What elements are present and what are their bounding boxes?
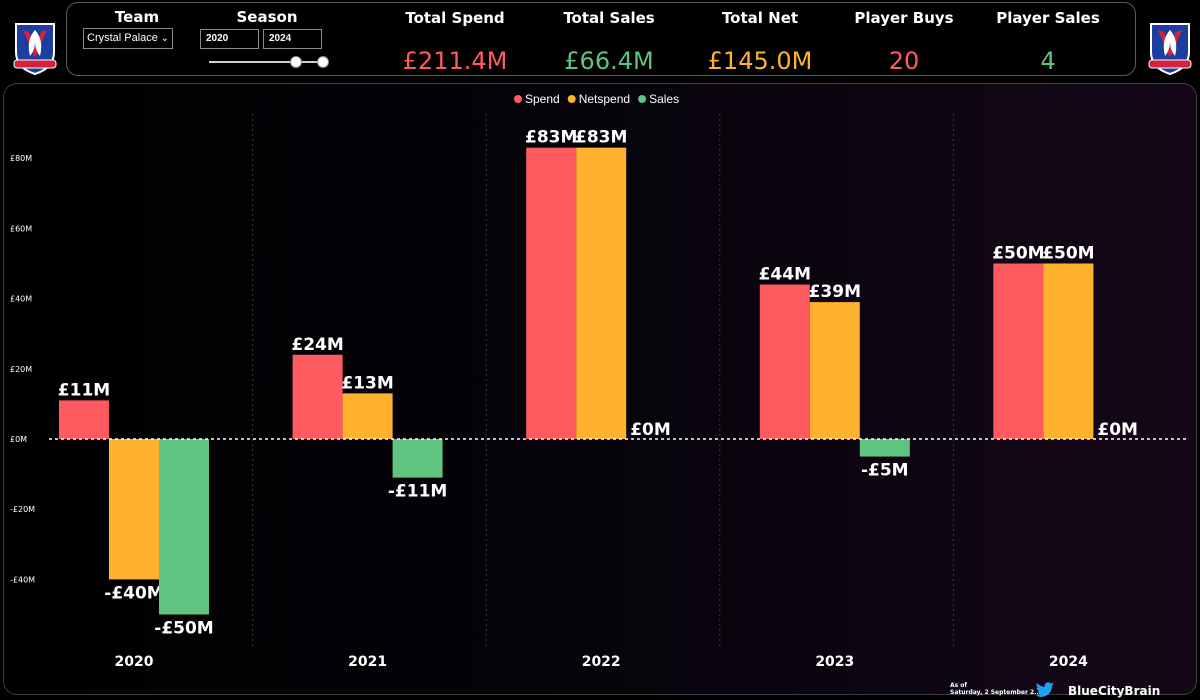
- bar-netspend-2021: [342, 393, 393, 439]
- brand-handle: BlueCityBrain: [1068, 684, 1161, 698]
- total-net-value: £145.0M: [707, 47, 813, 75]
- data-label-netspend-2024: £50M: [1042, 244, 1094, 264]
- data-label-sales-2022: £0M: [630, 420, 671, 440]
- chevron-down-icon: ⌄: [160, 33, 169, 44]
- y-tick-label: £20M: [10, 365, 32, 374]
- season-slider-end-handle[interactable]: [317, 56, 329, 68]
- legend-marker-netspend: [567, 95, 576, 103]
- team-slicer-title: Team: [114, 8, 160, 26]
- x-category-label: 2022: [582, 654, 621, 670]
- bar-sales-2023: [859, 439, 910, 457]
- bar-spend-2021: [292, 354, 343, 439]
- as-of-note: As of Saturday, 2 September 2...: [950, 682, 1041, 696]
- player-buys-label: Player Buys: [854, 9, 954, 27]
- data-label-spend-2024: £50M: [992, 244, 1044, 264]
- season-slider-track[interactable]: [209, 61, 327, 63]
- crystal-palace-crest-icon: [1148, 23, 1192, 76]
- transfer-chart-panel: £80M £60M £40M £20M £0M -£20M -£40M £11M -£40M -£…: [3, 83, 1197, 695]
- season-start-input[interactable]: 2020: [200, 29, 259, 49]
- bar-spend-2022: [526, 147, 577, 440]
- bar-spend-2020: [59, 400, 109, 439]
- player-sales-label: Player Sales: [996, 9, 1100, 27]
- bar-sales-2020: [159, 439, 209, 615]
- team-dropdown-value: Crystal Palace: [87, 32, 158, 44]
- player-sales-value: 4: [1040, 47, 1056, 75]
- player-buys-value: 20: [888, 47, 920, 75]
- crystal-palace-crest-icon: [13, 23, 57, 76]
- legend-marker-spend: [514, 95, 522, 103]
- x-category-label: 2021: [348, 654, 387, 670]
- data-label-spend-2022: £83M: [525, 128, 577, 148]
- x-category-label: 2020: [115, 654, 154, 670]
- season-slider-start-handle[interactable]: [290, 56, 302, 68]
- total-spend-label: Total Spend: [405, 9, 505, 27]
- bar-netspend-2022: [576, 147, 627, 440]
- data-label-sales-2021: -£11M: [388, 482, 447, 502]
- data-label-netspend-2022: £83M: [575, 128, 627, 148]
- transfer-bar-chart: £80M £60M £40M £20M £0M -£20M -£40M £11M -£40M -£…: [10, 92, 1187, 670]
- total-sales-label: Total Sales: [563, 9, 655, 27]
- as-of-date: Saturday, 2 September 2...: [950, 689, 1042, 696]
- total-spend-value: £211.4M: [402, 47, 508, 75]
- data-label-sales-2024: £0M: [1097, 420, 1138, 440]
- data-label-spend-2020: £11M: [58, 380, 110, 400]
- total-sales-value: £66.4M: [564, 47, 654, 75]
- season-end-input[interactable]: 2024: [263, 29, 322, 49]
- legend-label-netspend: Netspend: [579, 92, 630, 106]
- y-tick-label: £40M: [10, 295, 32, 304]
- x-category-label: 2024: [1049, 654, 1088, 670]
- bar-spend-2024: [993, 263, 1044, 439]
- data-label-spend-2023: £44M: [759, 265, 811, 285]
- legend-marker-sales: [638, 95, 647, 103]
- legend-label-sales: Sales: [649, 92, 679, 106]
- bar-spend-2023: [759, 284, 810, 439]
- total-net-label: Total Net: [721, 9, 799, 27]
- team-dropdown[interactable]: Crystal Palace ⌄: [83, 28, 173, 49]
- y-tick-label: -£20M: [10, 505, 35, 514]
- data-label-netspend-2021: £13M: [341, 373, 393, 393]
- data-label-netspend-2023: £39M: [809, 282, 861, 302]
- y-tick-label: £80M: [10, 154, 32, 163]
- y-tick-label: £60M: [10, 224, 32, 233]
- x-category-label: 2023: [815, 654, 854, 670]
- as-of-label: As of: [950, 682, 968, 689]
- legend-label-spend: Spend: [525, 92, 560, 106]
- data-label-sales-2023: -£5M: [861, 461, 909, 481]
- bar-netspend-2024: [1043, 263, 1094, 439]
- data-label-spend-2021: £24M: [291, 335, 343, 355]
- y-tick-label: £0M: [10, 435, 27, 444]
- twitter-bird-icon[interactable]: [1035, 682, 1055, 698]
- bar-sales-2021: [392, 439, 443, 478]
- data-label-sales-2020: -£50M: [154, 619, 213, 639]
- bar-netspend-2023: [809, 302, 860, 439]
- season-slicer-title: Season: [236, 8, 298, 26]
- bar-netspend-2020: [109, 439, 159, 580]
- data-label-netspend-2020: -£40M: [104, 583, 163, 603]
- y-tick-label: -£40M: [10, 575, 35, 584]
- kpi-header-panel: Team Crystal Palace ⌄ Season 2020 2024 T…: [66, 2, 1136, 76]
